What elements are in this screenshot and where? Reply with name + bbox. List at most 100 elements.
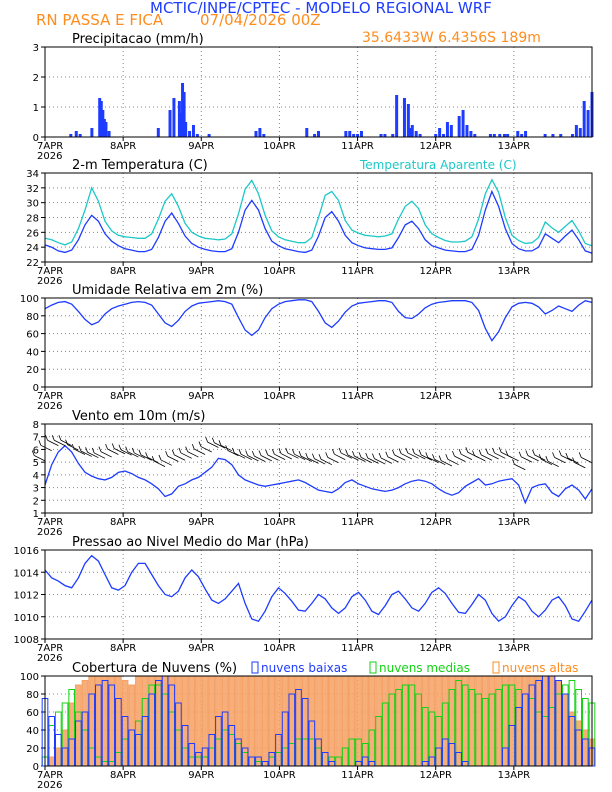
precip-bar [356, 134, 360, 137]
wind-barb [514, 464, 526, 471]
panel-5: 1008 1010 1012 1014 1016 Pressao ao Nivel Med… [14, 535, 593, 664]
wind-barb [480, 454, 493, 461]
precip-bar [305, 128, 309, 137]
x-tick-label: 9APR [188, 517, 214, 528]
precip-bar [195, 134, 199, 137]
wind-barb [154, 460, 166, 467]
wind-barb-flag [51, 435, 55, 441]
cloud-bar-nuvens-altas [355, 675, 362, 767]
x-tick-label: 12APR [419, 266, 452, 277]
cloud-bar-nuvens-altas [375, 675, 382, 767]
wind-barb-flag [472, 450, 475, 456]
wind-barb [547, 460, 559, 467]
wind-barb [60, 439, 72, 446]
wind-barb [294, 453, 306, 460]
series-line-1 [44, 444, 593, 505]
precip-bar [506, 134, 510, 137]
wind-barb-flag [432, 454, 435, 460]
wind-barb [260, 455, 272, 462]
cloud-bar-nuvens-altas [208, 675, 216, 767]
y-tick-label: 0 [33, 762, 39, 773]
cloud-bar-nuvens-altas [501, 675, 509, 767]
precip-bar [181, 83, 185, 137]
wind-barb-flag [171, 449, 175, 455]
legend-swatch [492, 661, 500, 674]
legend-label: nuvens baixas [261, 661, 347, 675]
x-year-label: 2026 [37, 653, 62, 664]
precip-bar [498, 134, 502, 137]
wind-barb [374, 458, 386, 465]
cloud-bar-nuvens-altas [215, 675, 222, 767]
wind-barb-flag [452, 450, 455, 457]
y-tick-label: 100 [20, 672, 39, 683]
wind-barb [347, 454, 359, 461]
y-tick-label: 26 [26, 228, 39, 239]
cloud-bar-nuvens-altas [475, 675, 482, 767]
wind-barb [554, 457, 566, 464]
x-tick-label: 12APR [419, 643, 452, 654]
y-tick-label: 60 [26, 330, 39, 341]
series-line-1 [44, 299, 593, 342]
header-title: MCTIC/INPE/CPTEC - MODELO REGIONAL WRF [150, 0, 492, 17]
wind-barb-flag [225, 445, 229, 451]
cloud-bar-nuvens-altas [101, 675, 109, 767]
x-tick-label: 8APR [110, 266, 136, 277]
wind-barb-flag [251, 450, 255, 457]
precip-bar [78, 134, 82, 137]
wind-barb-flag [138, 449, 142, 455]
x-tick-label: 10APR [263, 770, 296, 781]
wind-barb [100, 451, 112, 458]
header-location: RN PASSA E FICA [36, 11, 164, 29]
x-tick-label: 11APR [341, 141, 374, 152]
x-tick-label: 10APR [263, 517, 296, 528]
y-tick-label: 3 [33, 43, 39, 54]
cloud-bar-nuvens-altas [461, 675, 469, 767]
wind-barb [534, 454, 546, 461]
panel-3: 0 20 40 60 80 100 Umidade Relativa em 2m (%) 7A… [20, 283, 593, 412]
x-tick-label: 13APR [498, 643, 531, 654]
precip-bar [578, 128, 582, 137]
wind-barb [540, 458, 553, 466]
wind-barb-flag [265, 449, 269, 455]
wind-barb-flag [372, 453, 375, 459]
wind-barb-flag [332, 449, 335, 455]
wind-barb-flag [512, 459, 515, 465]
precip-bar [262, 134, 266, 137]
wind-barb [274, 453, 286, 460]
series-line-1 [44, 189, 593, 254]
wind-barb [160, 459, 172, 466]
cloud-bar-nuvens-altas [581, 729, 589, 767]
y-tick-label: 0 [33, 133, 39, 144]
cloud-bar-nuvens-altas [161, 675, 169, 767]
x-tick-label: 11APR [341, 266, 374, 277]
wind-barb-flag [85, 447, 88, 453]
precip-bar [207, 134, 211, 137]
y-tick-label: 1008 [14, 635, 39, 646]
precip-bar [156, 128, 160, 137]
wind-barb-flag [352, 450, 355, 457]
precip-bar [559, 134, 563, 137]
cloud-bar-nuvens-altas [421, 675, 429, 767]
wind-barb [87, 451, 99, 459]
wind-barb [574, 462, 586, 469]
legend-apparent-temp: Temperatura Aparente (C) [359, 158, 517, 172]
precip-bar [101, 110, 105, 137]
cloud-bar-nuvens-altas [128, 684, 136, 767]
cloud-bar-nuvens-altas [255, 675, 262, 767]
y-tick-label: 0 [33, 383, 39, 394]
precip-bar [434, 134, 438, 137]
cloud-bar-nuvens-altas [261, 675, 269, 767]
y-tick-label: 1016 [14, 546, 39, 557]
wind-barb-flag [178, 447, 182, 454]
wind-barb [127, 451, 139, 458]
precip-bar [402, 98, 406, 137]
wind-barb-flag [572, 457, 575, 463]
wind-barb-flag [198, 441, 202, 447]
panel-frame [44, 675, 593, 767]
precip-bar [414, 131, 418, 137]
wind-barb [360, 457, 373, 464]
precip-bar [352, 134, 356, 137]
x-tick-label: 13APR [498, 141, 531, 152]
wind-barb [254, 455, 266, 462]
